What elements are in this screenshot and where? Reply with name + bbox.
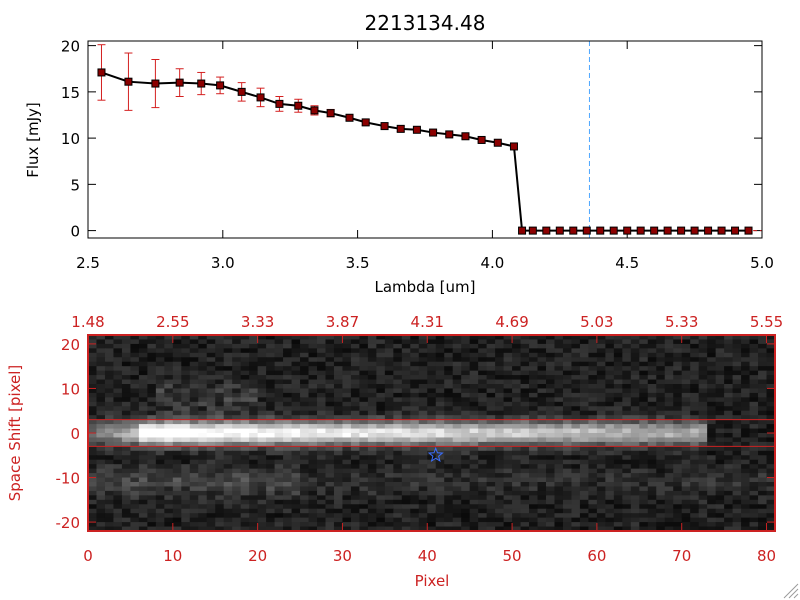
data-point (294, 101, 303, 110)
data-point (663, 226, 672, 235)
pixel-tick-label: 70 (672, 547, 691, 565)
y-tick-label: 5 (70, 176, 80, 194)
data-point (197, 79, 206, 88)
data-point (555, 226, 564, 235)
data-point (528, 226, 537, 235)
data-point (151, 79, 160, 88)
pixel-tick-label: 80 (757, 547, 776, 565)
data-point (477, 135, 486, 144)
data-point (310, 106, 319, 115)
wavelength-tick-label: 4.69 (495, 313, 528, 331)
space-tick-label: 10 (61, 380, 80, 398)
wavelength-tick-label: 3.87 (326, 313, 359, 331)
pixel-tick-label: 60 (587, 547, 606, 565)
space-shift-axis-label: Space Shift [pixel] (6, 365, 24, 502)
error-bars (97, 44, 518, 149)
space-tick-label: -10 (56, 470, 81, 488)
space-tick-label: 20 (61, 336, 80, 354)
spectrum-markers (97, 68, 753, 235)
data-point (717, 226, 726, 235)
spectral-image-frame (87, 334, 776, 532)
data-point (609, 226, 618, 235)
spectral-image-pixels (88, 335, 776, 532)
data-point (493, 138, 502, 147)
data-point (361, 118, 370, 127)
trace-aperture-lines (88, 419, 775, 447)
wavelength-tick-label: 4.31 (411, 313, 444, 331)
spectrum-line (101, 71, 749, 232)
y-axis-label: Flux [mJy] (24, 102, 42, 178)
data-point (650, 226, 659, 235)
data-point (461, 132, 470, 141)
wavelength-tick-label: 2.55 (156, 313, 189, 331)
pixel-tick-label: 0 (83, 547, 93, 565)
space-tick-label: -20 (56, 514, 81, 532)
data-point (445, 130, 454, 139)
image-axis-ticks: 0 10 20 30 40 50 60 70 80 1.48 2.55 3.33 3.87 4.31 4.6… (56, 313, 784, 565)
data-point (690, 226, 699, 235)
wavelength-tick-label: 1.48 (71, 313, 104, 331)
data-point (97, 68, 106, 77)
data-point (216, 81, 225, 90)
x-tick-label: 3.5 (346, 254, 370, 272)
y-tick-label: 20 (61, 38, 80, 56)
x-tick-label: 4.5 (615, 254, 639, 272)
wavelength-tick-label: 5.55 (750, 313, 783, 331)
data-point (731, 226, 740, 235)
x-tick-label: 4.0 (480, 254, 504, 272)
wavelength-tick-label: 5.33 (665, 313, 698, 331)
star-icon (427, 446, 444, 463)
data-point (542, 226, 551, 235)
data-point (677, 226, 686, 235)
data-point (275, 99, 284, 108)
chart-title: 2213134.48 (365, 11, 486, 35)
spectrum-axis-ticks: 2.5 3.0 3.5 4.0 4.5 5.0 0 5 10 15 20 (61, 38, 774, 272)
data-point (623, 226, 632, 235)
data-point (429, 128, 438, 137)
data-point (124, 77, 133, 86)
pixel-tick-label: 50 (503, 547, 522, 565)
data-point (569, 226, 578, 235)
y-tick-label: 0 (70, 223, 80, 241)
spectrum-chart: 2213134.48 2.5 3.0 3.5 4.0 4.5 5.0 0 5 10 15 20 La… (24, 11, 774, 296)
data-point (582, 226, 591, 235)
pixel-tick-label: 40 (418, 547, 437, 565)
pixel-tick-label: 10 (163, 547, 182, 565)
data-point (412, 125, 421, 134)
x-tick-label: 5.0 (750, 254, 774, 272)
data-point (744, 226, 753, 235)
data-point (636, 226, 645, 235)
pixel-tick-label: 20 (248, 547, 267, 565)
data-point (509, 142, 518, 151)
wavelength-tick-label: 5.03 (580, 313, 613, 331)
data-point (518, 226, 527, 235)
data-point (704, 226, 713, 235)
data-point (326, 109, 335, 118)
data-point (596, 226, 605, 235)
data-point (237, 87, 246, 96)
data-point (380, 122, 389, 131)
y-tick-label: 15 (61, 84, 80, 102)
x-axis-label: Lambda [um] (375, 278, 476, 296)
pixel-tick-label: 30 (333, 547, 352, 565)
space-tick-label: 0 (70, 425, 80, 443)
data-point (396, 124, 405, 133)
spectral-image-chart: 0 10 20 30 40 50 60 70 80 1.48 2.55 3.33 3.87 4.31 4.6… (6, 313, 783, 590)
data-point (256, 93, 265, 102)
wavelength-tick-label: 3.33 (241, 313, 274, 331)
y-tick-label: 10 (61, 130, 80, 148)
data-point (345, 113, 354, 122)
window-resize-grip[interactable] (783, 583, 799, 599)
data-point (175, 78, 184, 87)
spectrum-plot-frame (87, 40, 763, 239)
x-tick-label: 3.0 (211, 254, 235, 272)
x-tick-label: 2.5 (76, 254, 100, 272)
pixel-axis-label: Pixel (415, 572, 450, 590)
